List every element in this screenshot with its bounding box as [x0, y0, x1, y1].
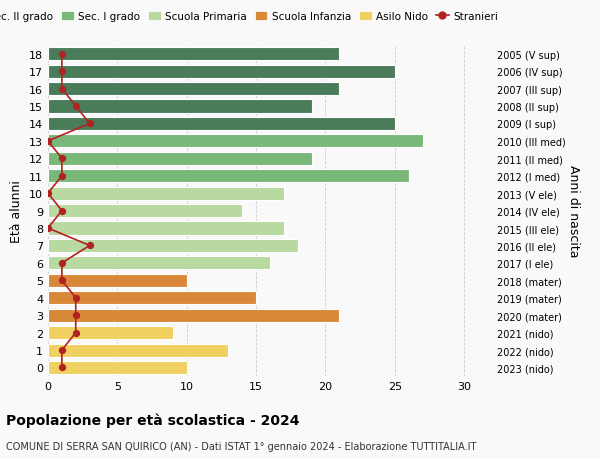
- Bar: [48, 240, 298, 252]
- Bar: [48, 48, 340, 61]
- Bar: [48, 187, 284, 200]
- Point: [57, 347, 67, 354]
- Bar: [48, 100, 311, 113]
- Bar: [48, 344, 229, 357]
- Point: [57, 260, 67, 267]
- Bar: [48, 83, 340, 96]
- Bar: [48, 274, 187, 287]
- Text: Popolazione per età scolastica - 2024: Popolazione per età scolastica - 2024: [6, 413, 299, 428]
- Bar: [48, 257, 270, 270]
- Point: [43, 190, 53, 197]
- Legend: Sec. II grado, Sec. I grado, Scuola Primaria, Scuola Infanzia, Asilo Nido, Stran: Sec. II grado, Sec. I grado, Scuola Prim…: [0, 8, 502, 27]
- Bar: [48, 205, 242, 218]
- Point: [57, 86, 67, 93]
- Point: [85, 121, 94, 128]
- Point: [57, 51, 67, 58]
- Point: [85, 242, 94, 250]
- Bar: [48, 152, 311, 166]
- Point: [57, 277, 67, 285]
- Bar: [48, 170, 409, 183]
- Point: [43, 138, 53, 145]
- Text: COMUNE DI SERRA SAN QUIRICO (AN) - Dati ISTAT 1° gennaio 2024 - Elaborazione TUT: COMUNE DI SERRA SAN QUIRICO (AN) - Dati …: [6, 441, 476, 451]
- Y-axis label: Anni di nascita: Anni di nascita: [566, 165, 580, 257]
- Point: [71, 329, 80, 336]
- Point: [57, 68, 67, 76]
- Bar: [48, 291, 256, 305]
- Point: [57, 155, 67, 162]
- Point: [71, 103, 80, 111]
- Bar: [48, 135, 422, 148]
- Y-axis label: Età alunni: Età alunni: [10, 180, 23, 242]
- Bar: [48, 326, 173, 339]
- Point: [71, 294, 80, 302]
- Bar: [48, 66, 395, 78]
- Point: [57, 173, 67, 180]
- Point: [71, 312, 80, 319]
- Point: [57, 207, 67, 215]
- Bar: [48, 118, 395, 131]
- Point: [43, 225, 53, 232]
- Bar: [48, 309, 340, 322]
- Bar: [48, 222, 284, 235]
- Bar: [48, 361, 187, 374]
- Point: [57, 364, 67, 371]
